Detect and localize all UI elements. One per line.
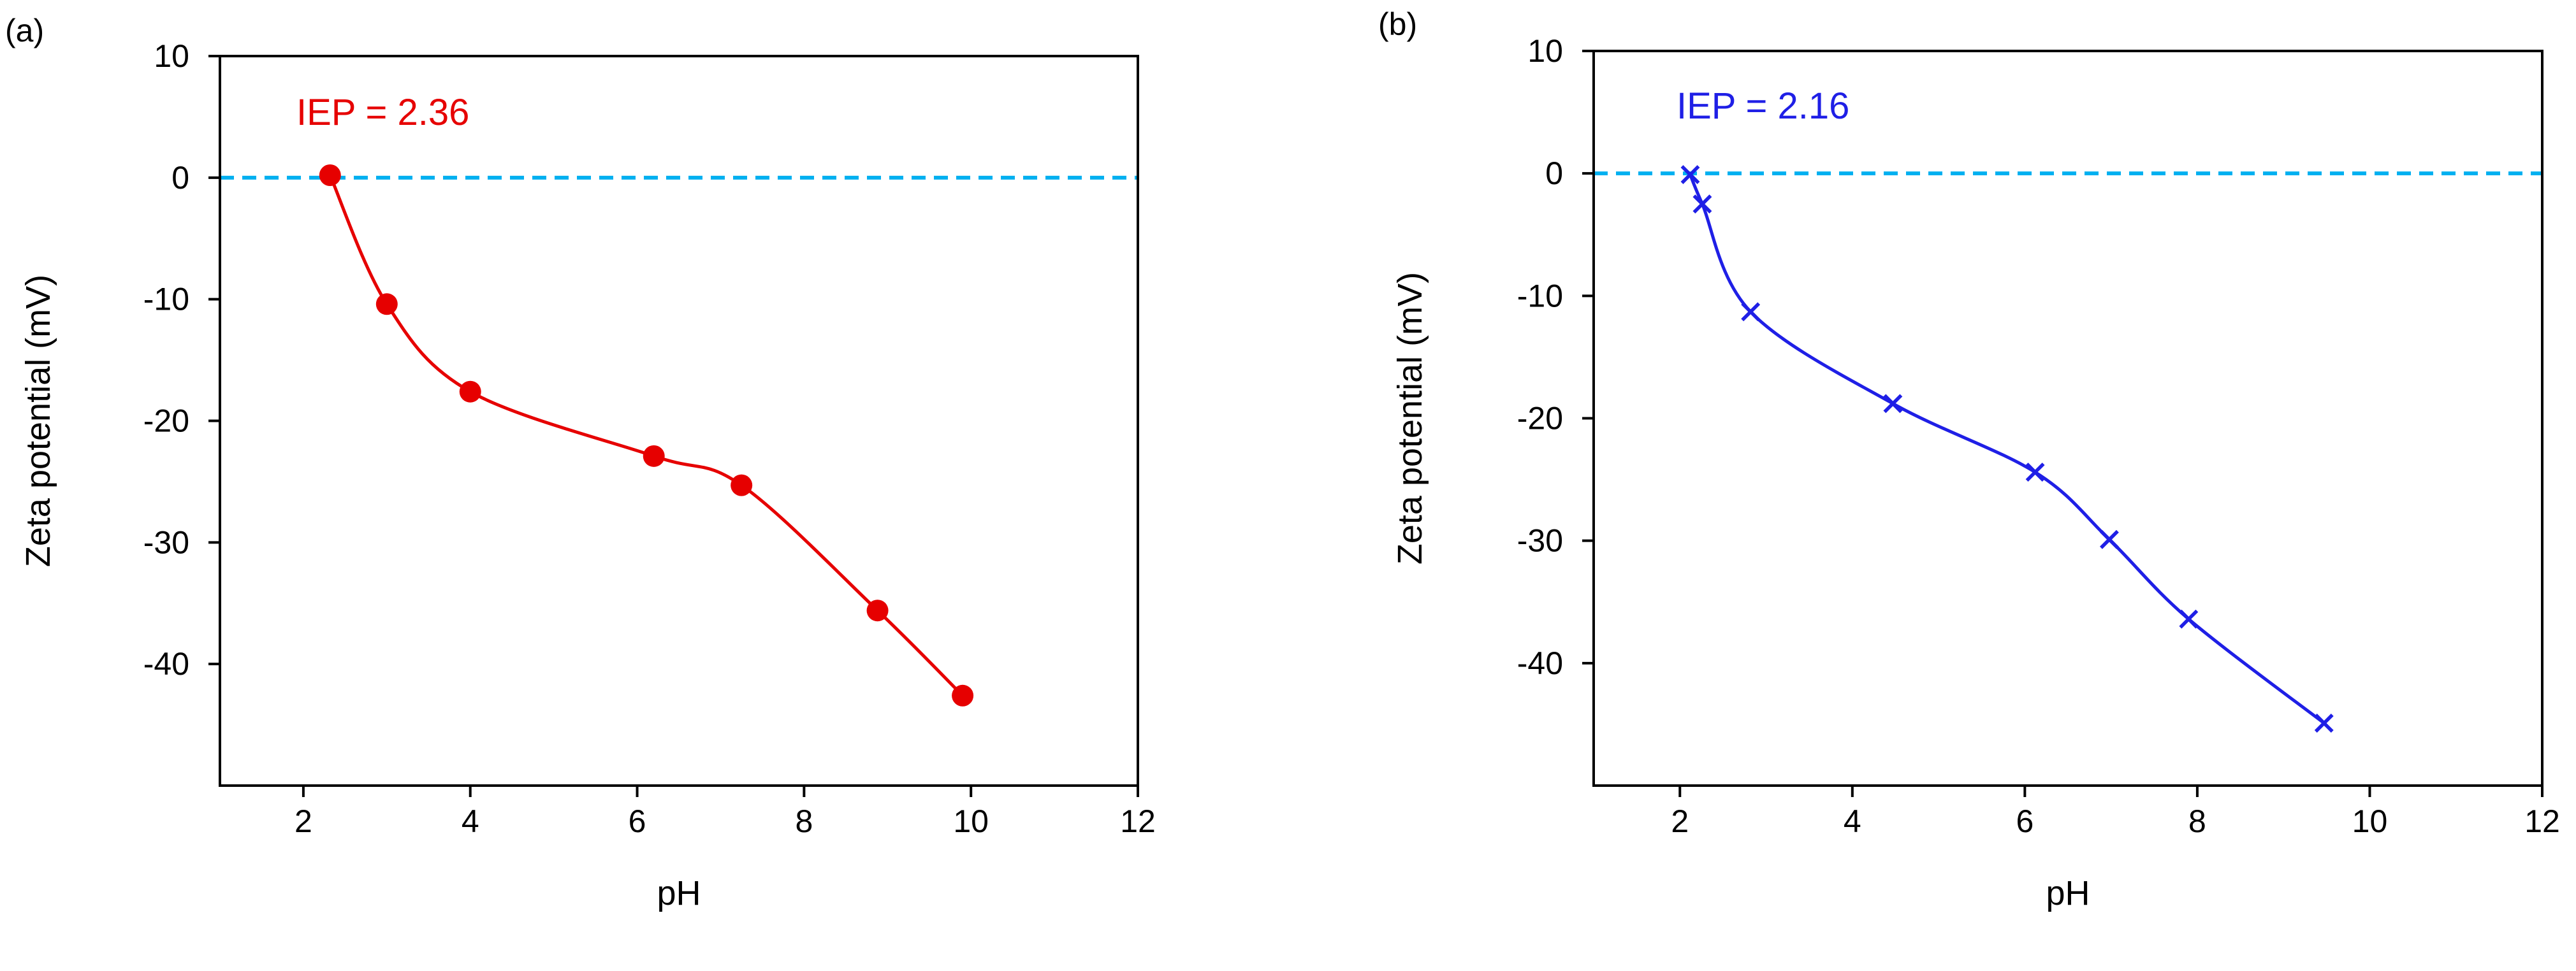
chart-a-data-point bbox=[319, 164, 341, 187]
chart-a-svg: (a) 2 4 6 8 10 12 10 0 -10 -20 -30 -40 pH Zeta potenti… bbox=[5, 13, 1156, 912]
chart-b-plot-frame bbox=[1592, 50, 2543, 787]
chart-a-data-point bbox=[866, 600, 889, 622]
chart-b-data-point-stroke bbox=[2314, 714, 2334, 733]
chart-a-y-axis-label: Zeta potential (mV) bbox=[19, 275, 57, 567]
chart-a-data-point bbox=[731, 474, 753, 496]
chart-a-x-tick-label: 4 bbox=[462, 803, 479, 839]
chart-b-data-point bbox=[1692, 194, 1712, 214]
chart-b-x-axis-label: pH bbox=[2046, 874, 2090, 912]
chart-b-y-tick-label: -30 bbox=[1517, 523, 1563, 559]
chart-b-x-tick-label: 6 bbox=[2016, 803, 2034, 839]
chart-b-data-point-stroke bbox=[1692, 194, 1712, 214]
chart-b-y-tick-label: -20 bbox=[1517, 401, 1563, 436]
chart-b-svg: (b) 2 4 6 8 10 12 10 0 -10 -20 -30 -40 pH Zeta potenti… bbox=[1378, 6, 2560, 912]
chart-a-y-tick-label: 0 bbox=[171, 160, 189, 196]
chart-a-y-tick-label: 10 bbox=[154, 38, 189, 74]
chart-a-panel-label: (a) bbox=[5, 13, 44, 48]
chart-b-x-tick-label: 12 bbox=[2524, 803, 2560, 839]
chart-a-y-tick-label: -30 bbox=[143, 524, 189, 560]
chart-b-y-axis-label: Zeta potential (mV) bbox=[1391, 272, 1429, 565]
chart-a-y-tick-label: -20 bbox=[143, 403, 189, 439]
chart-a-iep-annotation: IEP = 2.36 bbox=[296, 92, 469, 133]
chart-a-x-tick-label: 10 bbox=[953, 803, 989, 839]
chart-b-data-point bbox=[1741, 302, 1761, 322]
chart-a-x-tick-label: 6 bbox=[629, 803, 646, 839]
chart-b-data-point bbox=[2099, 529, 2119, 549]
chart-a-plot-frame bbox=[219, 55, 1139, 787]
chart-a-x-tick-label: 8 bbox=[795, 803, 813, 839]
chart-a-x-tick-label: 12 bbox=[1120, 803, 1156, 839]
chart-a-series-curve bbox=[328, 174, 964, 697]
chart-b-x-tick-label: 4 bbox=[1844, 803, 1861, 839]
chart-b-y-tick-label: -40 bbox=[1517, 645, 1563, 681]
chart-b-y-tick-label: 10 bbox=[1527, 33, 1563, 69]
chart-b-data-point-stroke bbox=[1741, 302, 1761, 322]
chart-b-data-point bbox=[2314, 714, 2334, 733]
chart-b-data-point bbox=[1680, 165, 1700, 185]
chart-a-data-point bbox=[643, 445, 665, 467]
chart-b-data-point-stroke bbox=[2099, 529, 2119, 549]
chart-b-data-point-stroke bbox=[2025, 463, 2045, 482]
chart-a-x-axis-label: pH bbox=[657, 874, 701, 912]
chart-b-data-point bbox=[2025, 463, 2045, 482]
chart-b-series-curve bbox=[1689, 174, 2325, 724]
chart-b-data-point-stroke bbox=[1680, 165, 1700, 185]
chart-panel-a: (a) 2 4 6 8 10 12 10 0 -10 -20 -30 -40 pH Zeta potenti… bbox=[0, 0, 1198, 968]
chart-b-x-tick-label: 8 bbox=[2188, 803, 2206, 839]
chart-a-data-point bbox=[375, 293, 398, 315]
chart-a-data-point bbox=[952, 684, 974, 707]
chart-b-data-point-stroke bbox=[1883, 394, 1903, 414]
chart-panel-b: (b) 2 4 6 8 10 12 10 0 -10 -20 -30 -40 pH Zeta potenti… bbox=[1364, 0, 2576, 968]
chart-b-panel-label: (b) bbox=[1378, 6, 1417, 42]
chart-b-data-point bbox=[2179, 609, 2199, 629]
chart-a-y-tick-label: -40 bbox=[143, 646, 189, 682]
chart-b-data-point-stroke bbox=[2179, 609, 2199, 629]
chart-b-x-tick-label: 2 bbox=[1671, 803, 1689, 839]
chart-b-y-tick-label: 0 bbox=[1545, 155, 1563, 191]
chart-a-y-tick-label: -10 bbox=[143, 282, 189, 317]
chart-a-x-tick-label: 2 bbox=[295, 803, 312, 839]
chart-b-data-point bbox=[1883, 394, 1903, 414]
chart-b-y-tick-label: -10 bbox=[1517, 278, 1563, 313]
chart-b-x-tick-label: 10 bbox=[2352, 803, 2388, 839]
chart-b-iep-annotation: IEP = 2.16 bbox=[1677, 85, 1849, 127]
chart-a-data-point bbox=[459, 380, 481, 403]
